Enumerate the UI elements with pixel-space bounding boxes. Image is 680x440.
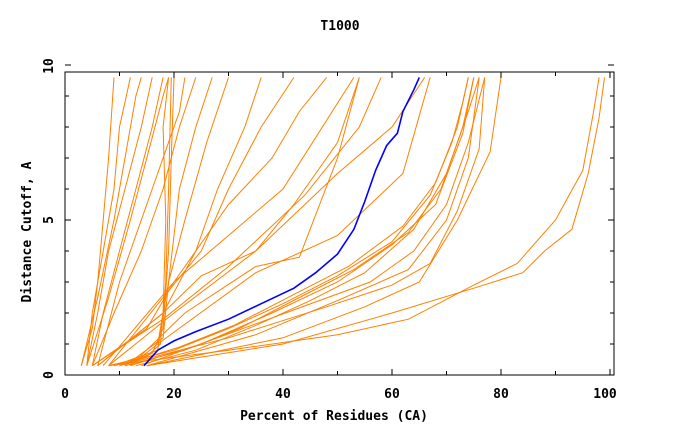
- series-line: [113, 77, 469, 367]
- series-line: [102, 77, 327, 367]
- x-tick-label: 20: [166, 387, 182, 402]
- series-line: [130, 77, 213, 367]
- series-line: [130, 77, 360, 367]
- x-axis-label: Percent of Residues (CA): [240, 409, 428, 424]
- series-line: [97, 77, 360, 367]
- series-line: [124, 77, 229, 367]
- series-line: [119, 77, 175, 367]
- series-line: [108, 77, 295, 367]
- x-tick-label: 40: [275, 387, 291, 402]
- series-line: [97, 77, 186, 366]
- x-tick-label: 0: [61, 387, 69, 402]
- series-line: [108, 77, 426, 367]
- series-line: [108, 77, 600, 367]
- series-line: [119, 77, 486, 367]
- series-line: [135, 77, 480, 367]
- x-tick-label: 100: [593, 387, 617, 402]
- y-axis-label: Distance Cutoff, A: [20, 161, 35, 302]
- series-line: [86, 77, 170, 366]
- series-line: [80, 77, 142, 366]
- ticks: [64, 64, 614, 376]
- y-tick-label: 5: [42, 216, 57, 224]
- series-line: [130, 77, 475, 367]
- y-tick-label: 10: [42, 58, 57, 74]
- chart-title: T1000: [320, 19, 359, 34]
- series-line: [146, 77, 502, 367]
- series-line: [157, 77, 431, 345]
- series-line: [141, 77, 486, 367]
- series-line: [113, 77, 170, 367]
- series-line: [92, 77, 355, 367]
- y-tick-label: 0: [42, 371, 57, 379]
- series-line: [97, 77, 262, 367]
- series-line: [124, 77, 475, 367]
- series-line: [119, 77, 469, 367]
- plot-frame: [64, 71, 615, 376]
- x-tick-label: 60: [384, 387, 400, 402]
- series-line: [91, 77, 197, 366]
- series-line: [146, 77, 480, 367]
- x-tick-label: 80: [493, 387, 509, 402]
- highlight-series-line: [143, 77, 421, 367]
- series-line: [92, 77, 382, 367]
- series-line: [146, 77, 605, 367]
- series-line: [91, 77, 164, 366]
- series-line: [86, 77, 153, 366]
- curves: [80, 77, 605, 367]
